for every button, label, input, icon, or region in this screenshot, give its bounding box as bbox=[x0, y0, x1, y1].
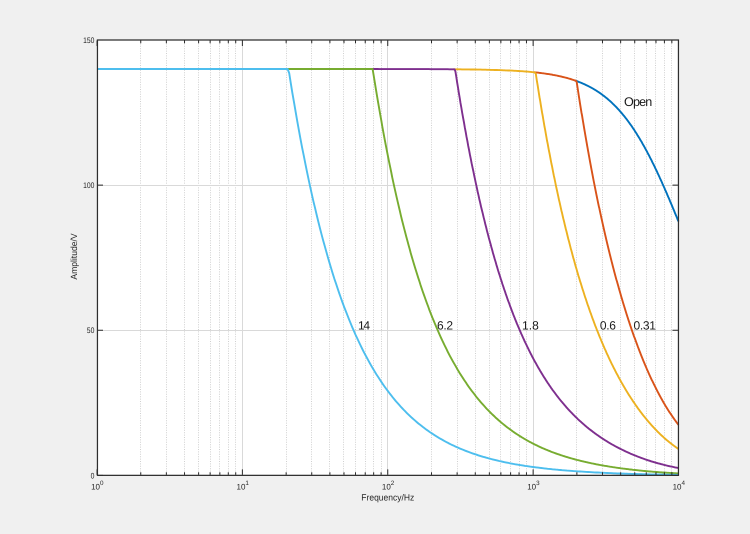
svg-text:Frequency/Hz: Frequency/Hz bbox=[361, 493, 414, 503]
svg-text:1.8: 1.8 bbox=[522, 318, 539, 332]
svg-text:0.6: 0.6 bbox=[600, 318, 616, 332]
svg-text:102: 102 bbox=[382, 480, 395, 491]
svg-text:Open: Open bbox=[624, 95, 652, 109]
svg-text:100: 100 bbox=[83, 181, 95, 190]
svg-text:101: 101 bbox=[237, 480, 250, 491]
svg-text:6.2: 6.2 bbox=[437, 318, 453, 332]
svg-text:103: 103 bbox=[527, 480, 540, 491]
svg-text:0.31: 0.31 bbox=[634, 318, 657, 332]
svg-text:100: 100 bbox=[91, 480, 104, 491]
svg-text:150: 150 bbox=[83, 36, 95, 45]
svg-text:104: 104 bbox=[673, 480, 686, 491]
svg-text:14: 14 bbox=[358, 318, 370, 332]
svg-text:50: 50 bbox=[87, 326, 95, 335]
svg-text:0: 0 bbox=[91, 471, 95, 480]
svg-text:Amplitude/V: Amplitude/V bbox=[69, 233, 79, 279]
